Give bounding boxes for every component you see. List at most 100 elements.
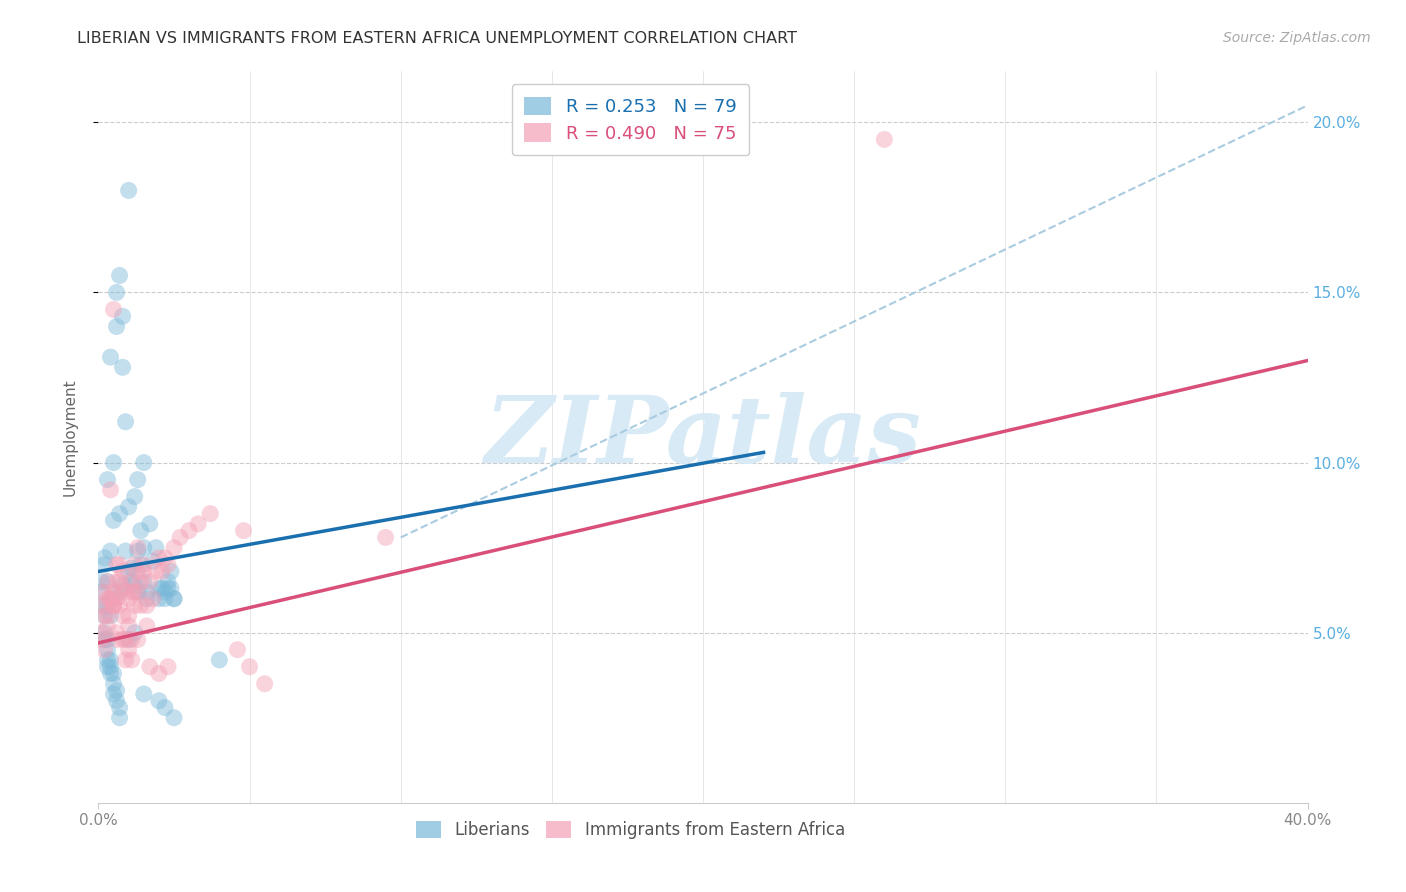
Point	[93, 625, 115, 640]
Point	[156, 558, 179, 572]
Point	[118, 565, 141, 579]
Point	[226, 642, 249, 657]
Point	[153, 591, 176, 606]
Point	[103, 302, 125, 317]
Point	[239, 659, 262, 673]
Point	[129, 558, 152, 572]
Point	[148, 694, 170, 708]
Point	[100, 591, 122, 606]
Point	[93, 585, 115, 599]
Point	[160, 565, 183, 579]
Point	[127, 632, 149, 647]
Point	[96, 659, 118, 673]
Point	[111, 578, 134, 592]
Point	[163, 591, 186, 606]
Point	[132, 565, 155, 579]
Point	[179, 524, 201, 538]
Point	[96, 591, 118, 606]
Point	[114, 653, 136, 667]
Point	[135, 585, 157, 599]
Point	[200, 507, 222, 521]
Point	[118, 632, 141, 647]
Point	[111, 310, 134, 324]
Point	[114, 415, 136, 429]
Point	[156, 659, 179, 673]
Point	[96, 642, 118, 657]
Point	[103, 599, 125, 613]
Point	[103, 687, 125, 701]
Point	[100, 659, 122, 673]
Point	[124, 558, 146, 572]
Point	[96, 653, 118, 667]
Point	[108, 711, 131, 725]
Point	[93, 642, 115, 657]
Point	[127, 565, 149, 579]
Y-axis label: Unemployment: Unemployment	[63, 378, 77, 496]
Point	[142, 554, 165, 568]
Point	[121, 561, 143, 575]
Point	[108, 585, 131, 599]
Point	[100, 350, 122, 364]
Point	[129, 599, 152, 613]
Point	[93, 558, 115, 572]
Point	[108, 268, 131, 283]
Point	[105, 625, 128, 640]
Point	[100, 591, 122, 606]
Point	[127, 541, 149, 555]
Point	[96, 473, 118, 487]
Point	[105, 683, 128, 698]
Point	[132, 558, 155, 572]
Point	[148, 591, 170, 606]
Point	[163, 591, 186, 606]
Point	[153, 700, 176, 714]
Point	[108, 574, 131, 589]
Point	[114, 632, 136, 647]
Point	[118, 608, 141, 623]
Point	[148, 666, 170, 681]
Point	[129, 574, 152, 589]
Point	[135, 619, 157, 633]
Point	[150, 582, 173, 596]
Point	[156, 574, 179, 589]
Point	[156, 582, 179, 596]
Point	[118, 500, 141, 514]
Point	[100, 544, 122, 558]
Point	[153, 585, 176, 599]
Point	[105, 319, 128, 334]
Point	[90, 632, 112, 647]
Point	[121, 585, 143, 599]
Text: Source: ZipAtlas.com: Source: ZipAtlas.com	[1223, 31, 1371, 45]
Point	[374, 531, 396, 545]
Point	[96, 574, 118, 589]
Point	[124, 578, 146, 592]
Point	[142, 591, 165, 606]
Point	[145, 541, 167, 555]
Point	[103, 585, 125, 599]
Point	[111, 582, 134, 596]
Point	[100, 483, 122, 497]
Point	[93, 608, 115, 623]
Point	[93, 550, 115, 565]
Point	[103, 599, 125, 613]
Point	[873, 132, 896, 146]
Point	[148, 582, 170, 596]
Point	[93, 632, 115, 647]
Point	[90, 574, 112, 589]
Text: ZIPatlas: ZIPatlas	[485, 392, 921, 482]
Point	[253, 677, 276, 691]
Point	[150, 565, 173, 579]
Point	[105, 632, 128, 647]
Point	[108, 599, 131, 613]
Point	[103, 666, 125, 681]
Point	[105, 694, 128, 708]
Point	[100, 666, 122, 681]
Point	[139, 574, 162, 589]
Point	[132, 574, 155, 589]
Point	[145, 565, 167, 579]
Point	[132, 456, 155, 470]
Point	[103, 677, 125, 691]
Point	[90, 585, 112, 599]
Point	[148, 550, 170, 565]
Point	[153, 550, 176, 565]
Point	[139, 516, 162, 531]
